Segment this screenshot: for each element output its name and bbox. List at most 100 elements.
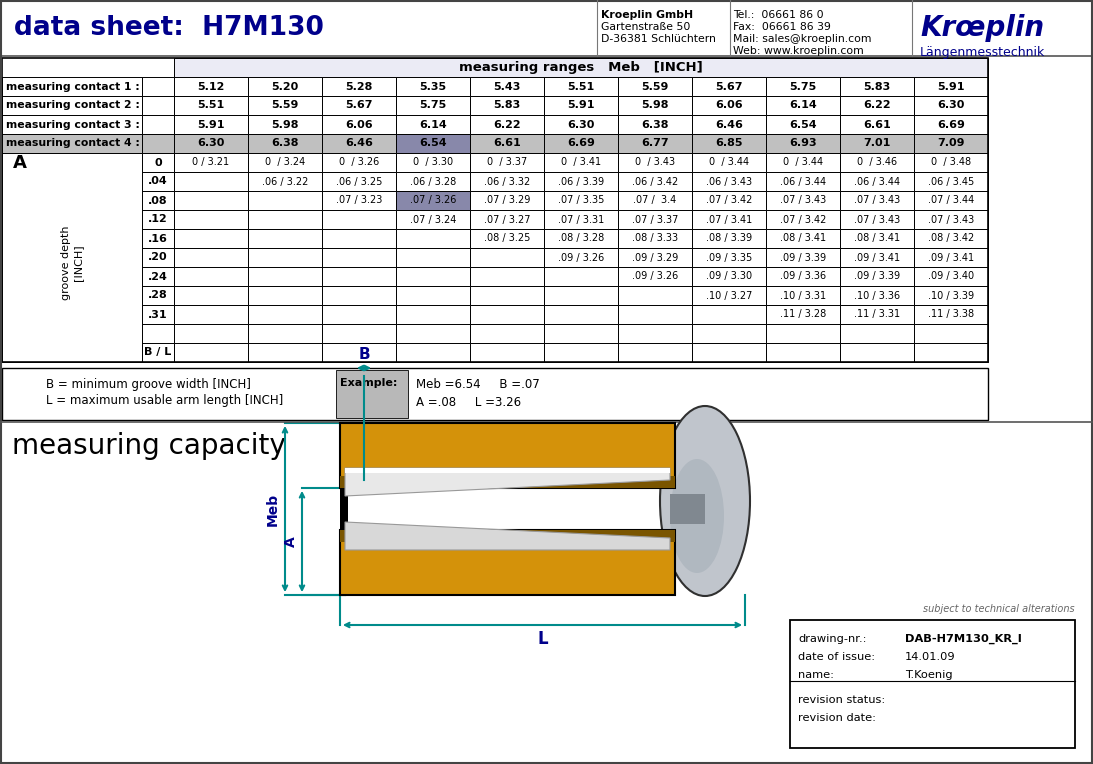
Bar	[2, 368, 988, 420]
Bar	[841, 324, 914, 343]
Text: .08 / 3.28: .08 / 3.28	[557, 234, 604, 244]
Bar	[618, 248, 692, 267]
Text: 6.69: 6.69	[567, 138, 595, 148]
Bar	[790, 620, 1076, 748]
Text: 6.14: 6.14	[789, 101, 816, 111]
Bar	[766, 267, 841, 286]
Text: 6.69: 6.69	[937, 119, 965, 130]
Bar	[396, 286, 470, 305]
Bar	[692, 153, 766, 172]
Text: L = maximum usable arm length [INCH]: L = maximum usable arm length [INCH]	[46, 394, 283, 407]
Bar	[174, 77, 248, 96]
Text: measuring contact 3 :: measuring contact 3 :	[5, 119, 140, 130]
Text: measuring contact 4 :: measuring contact 4 :	[5, 138, 140, 148]
Bar	[142, 229, 174, 248]
Bar	[618, 267, 692, 286]
Text: .07 / 3.43: .07 / 3.43	[854, 196, 901, 206]
Text: .09 / 3.26: .09 / 3.26	[557, 252, 604, 263]
Text: measuring contact 2 :: measuring contact 2 :	[5, 101, 140, 111]
Text: D-36381 Schlüchtern: D-36381 Schlüchtern	[601, 34, 716, 44]
Text: .07 / 3.29: .07 / 3.29	[484, 196, 530, 206]
Text: A =.08     L =3.26: A =.08 L =3.26	[416, 396, 521, 409]
Bar	[766, 305, 841, 324]
Text: .06 / 3.42: .06 / 3.42	[632, 176, 678, 186]
Text: .07 / 3.24: .07 / 3.24	[410, 215, 456, 225]
Text: .07 / 3.31: .07 / 3.31	[557, 215, 604, 225]
Bar	[336, 370, 408, 418]
Text: 7.09: 7.09	[938, 138, 965, 148]
Text: A: A	[284, 536, 298, 547]
Text: measuring ranges   Meb   [INCH]: measuring ranges Meb [INCH]	[459, 61, 703, 74]
Text: .09 / 3.29: .09 / 3.29	[632, 252, 678, 263]
Bar	[142, 153, 174, 172]
Bar	[174, 134, 248, 153]
Bar	[692, 96, 766, 115]
Text: 6.30: 6.30	[198, 138, 225, 148]
Bar	[841, 191, 914, 210]
Text: 5.75: 5.75	[420, 101, 447, 111]
Text: 6.30: 6.30	[567, 119, 595, 130]
Text: 5.83: 5.83	[863, 82, 891, 92]
Text: .12: .12	[149, 215, 168, 225]
Bar	[841, 286, 914, 305]
Text: .06 / 3.43: .06 / 3.43	[706, 176, 752, 186]
Text: .07 / 3.42: .07 / 3.42	[779, 215, 826, 225]
Bar	[766, 191, 841, 210]
Text: .07 / 3.43: .07 / 3.43	[780, 196, 826, 206]
Bar	[618, 134, 692, 153]
Bar	[174, 343, 248, 362]
Bar	[2, 96, 142, 115]
Text: 6.14: 6.14	[419, 119, 447, 130]
Text: 6.61: 6.61	[863, 119, 891, 130]
Text: data sheet:  H7M130: data sheet: H7M130	[14, 15, 324, 41]
Bar	[766, 134, 841, 153]
Text: .09 / 3.41: .09 / 3.41	[854, 252, 900, 263]
Bar	[692, 229, 766, 248]
Bar	[766, 96, 841, 115]
Text: 5.35: 5.35	[420, 82, 447, 92]
Text: .08 / 3.41: .08 / 3.41	[780, 234, 826, 244]
Bar	[248, 229, 322, 248]
Bar	[396, 153, 470, 172]
Bar	[841, 343, 914, 362]
Bar	[396, 134, 470, 153]
Text: 14.01.09: 14.01.09	[905, 652, 955, 662]
Text: L: L	[537, 630, 548, 648]
Bar	[544, 210, 618, 229]
Text: .10 / 3.39: .10 / 3.39	[928, 290, 974, 300]
Bar	[396, 305, 470, 324]
Bar	[322, 305, 396, 324]
Bar	[248, 96, 322, 115]
Bar	[174, 96, 248, 115]
Bar	[174, 305, 248, 324]
Bar	[544, 343, 618, 362]
Text: .07 / 3.37: .07 / 3.37	[632, 215, 678, 225]
Bar	[396, 343, 470, 362]
Bar	[692, 305, 766, 324]
Bar	[470, 305, 544, 324]
Text: B = minimum groove width [INCH]: B = minimum groove width [INCH]	[46, 378, 251, 391]
Bar	[618, 324, 692, 343]
Bar	[396, 191, 470, 210]
Text: 0  / 3.26: 0 / 3.26	[339, 157, 379, 167]
Bar	[142, 343, 174, 362]
Bar	[174, 115, 248, 134]
Bar	[766, 248, 841, 267]
Text: 5.91: 5.91	[197, 119, 225, 130]
Bar	[914, 77, 988, 96]
Text: .08 / 3.41: .08 / 3.41	[854, 234, 900, 244]
Bar	[692, 172, 766, 191]
Bar	[766, 343, 841, 362]
Bar	[766, 286, 841, 305]
Text: measuring contact 1 :: measuring contact 1 :	[5, 82, 140, 92]
Text: 5.67: 5.67	[715, 82, 743, 92]
Bar	[841, 305, 914, 324]
Text: .09 / 3.39: .09 / 3.39	[854, 271, 900, 281]
Text: .06 / 3.44: .06 / 3.44	[854, 176, 900, 186]
Ellipse shape	[670, 459, 724, 573]
Text: 5.43: 5.43	[493, 82, 520, 92]
Bar	[142, 305, 174, 324]
Bar	[618, 210, 692, 229]
Text: 5.75: 5.75	[789, 82, 816, 92]
Text: 0  / 3.43: 0 / 3.43	[635, 157, 675, 167]
